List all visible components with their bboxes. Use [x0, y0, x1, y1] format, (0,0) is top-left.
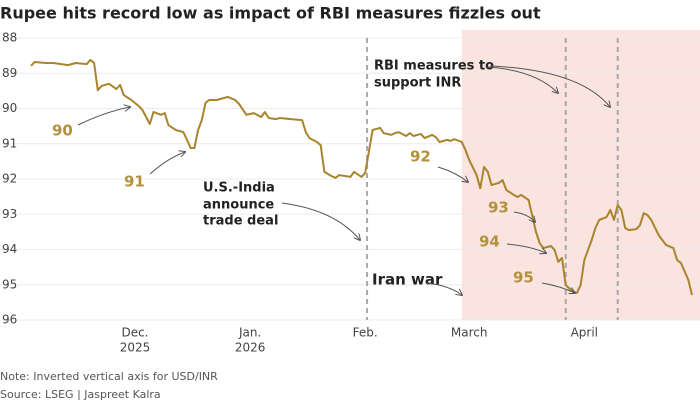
arrow — [281, 202, 360, 240]
x-tick-label: April — [571, 326, 598, 340]
x-tick-label: March — [451, 326, 488, 340]
level-label: 95 — [513, 269, 534, 287]
y-tick-label: 96 — [2, 313, 17, 327]
y-tick-label: 92 — [2, 172, 17, 186]
level-label: 92 — [410, 148, 431, 166]
arrow — [489, 65, 610, 107]
arrow — [506, 243, 546, 253]
x-tick-label: Feb. — [353, 326, 378, 340]
x-tick-label: Jan. — [238, 326, 261, 340]
annotation: support INR — [374, 76, 461, 91]
note: Note: Inverted vertical axis for USD/INR — [0, 370, 218, 383]
arrow — [77, 107, 130, 126]
y-tick-label: 94 — [2, 242, 17, 256]
y-tick-label: 88 — [2, 31, 17, 45]
shaded-region — [461, 30, 700, 320]
series-line — [30, 58, 693, 296]
level-label: 93 — [488, 199, 509, 217]
arrow — [541, 282, 575, 293]
y-tick-label: 91 — [2, 136, 17, 150]
x-tick-label: Dec. — [121, 326, 148, 340]
y-tick-label: 89 — [2, 66, 17, 80]
annotation: Iran war — [372, 271, 443, 289]
y-tick-label: 93 — [2, 207, 17, 221]
arrow — [425, 282, 462, 295]
y-tick-label: 95 — [2, 277, 17, 291]
level-label: 90 — [52, 122, 73, 140]
annotation: RBI measures to — [374, 59, 494, 74]
arrow — [513, 211, 535, 222]
x-year-label: 2026 — [235, 341, 266, 355]
annotation: announce — [203, 198, 274, 213]
chart-title: Rupee hits record low as impact of RBI m… — [0, 4, 541, 23]
x-year-label: 2025 — [120, 341, 151, 355]
arrow — [486, 66, 558, 93]
level-label: 91 — [124, 173, 145, 191]
annotation: U.S.-India — [203, 181, 275, 196]
arrow — [437, 166, 468, 182]
arrow — [149, 152, 185, 175]
level-label: 94 — [479, 233, 500, 251]
y-tick-label: 90 — [2, 101, 17, 115]
annotation: trade deal — [203, 214, 278, 229]
source: Source: LSEG | Jaspreet Kalra — [0, 388, 161, 400]
